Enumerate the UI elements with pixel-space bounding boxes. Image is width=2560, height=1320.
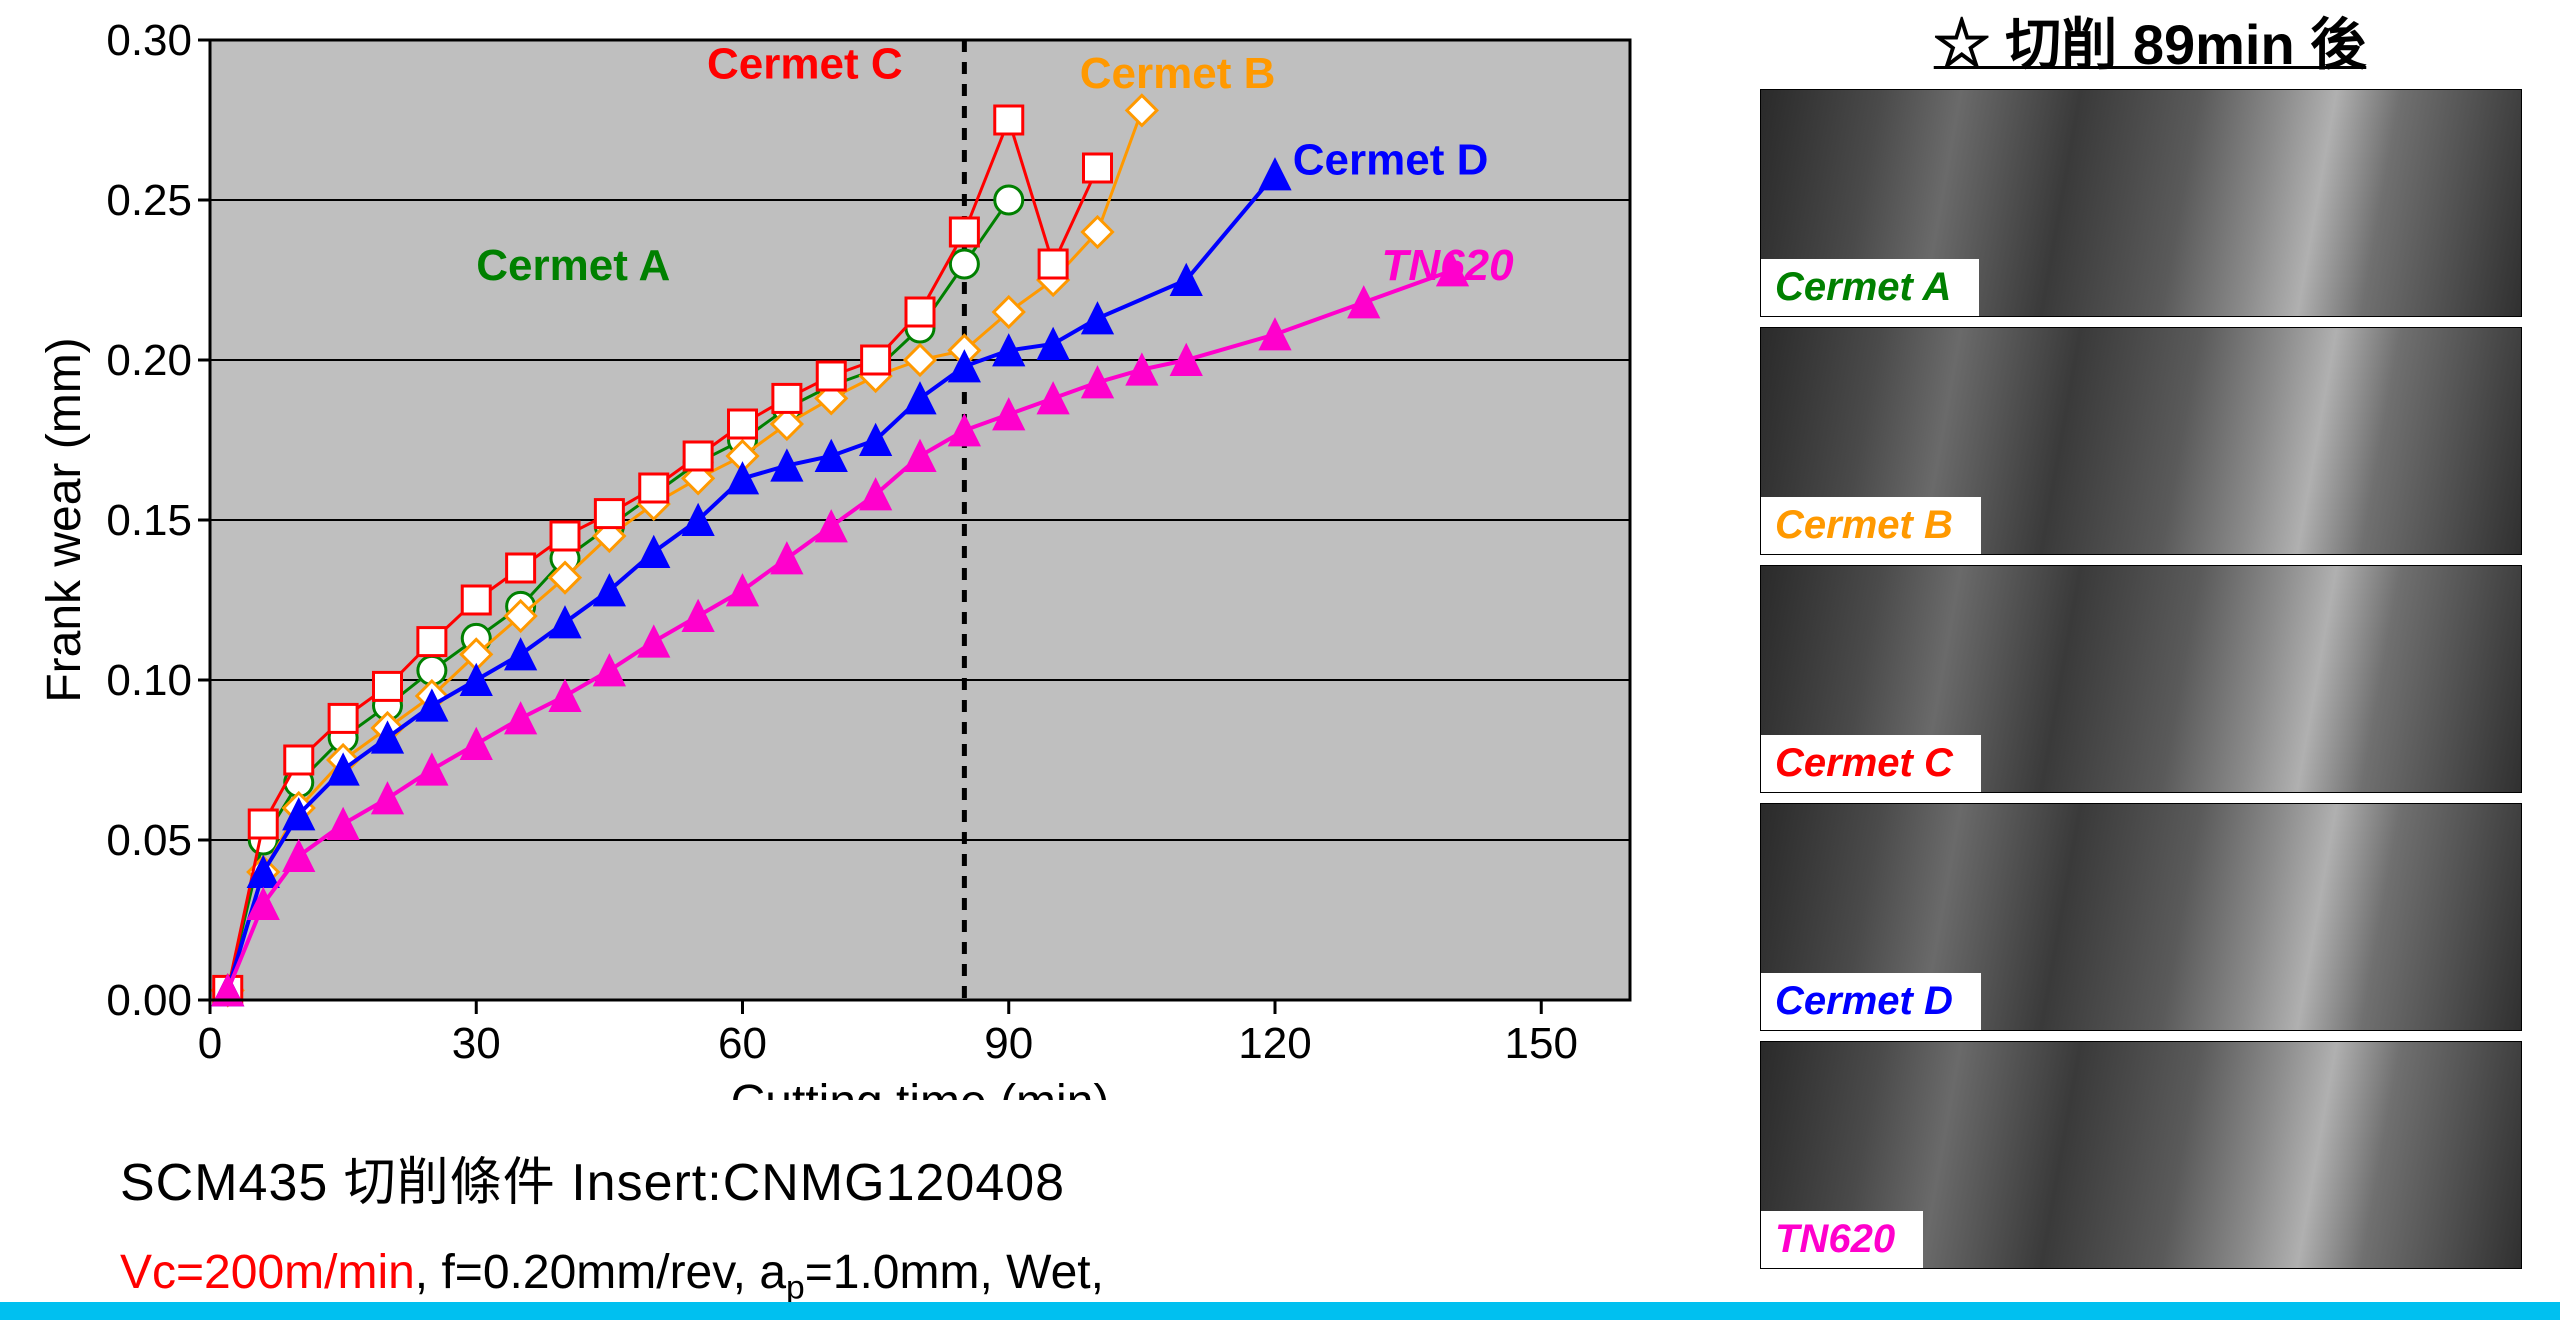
marker: [817, 362, 845, 390]
caption-fragment: =1.0mm, Wet,: [805, 1246, 1104, 1299]
wear-photo: Cermet C: [1760, 565, 2522, 793]
marker: [950, 250, 978, 278]
photo-panel-title: ☆ 切削 89min 後: [1760, 0, 2540, 81]
x-axis-label: Cutting time (min): [731, 1076, 1110, 1100]
marker: [862, 346, 890, 374]
marker: [773, 384, 801, 412]
marker: [285, 746, 313, 774]
y-tick-label: 0.20: [106, 336, 192, 385]
wear-photo-label: Cermet B: [1761, 497, 1981, 554]
marker: [595, 500, 623, 528]
caption-fragment: , f=0.20mm/rev, a: [415, 1246, 786, 1299]
wear-chart: 0.00 0.05 0.10 0.15 0.20 0.25 0.30 0 30 60 90 120 15…: [40, 20, 1680, 1105]
marker: [1039, 250, 1067, 278]
caption-fragment: Vc=200m/min: [120, 1246, 415, 1299]
x-tick-label: 30: [452, 1019, 501, 1068]
marker: [906, 298, 934, 326]
marker: [249, 810, 277, 838]
marker: [995, 106, 1023, 134]
x-tick-label: 0: [198, 1019, 222, 1068]
y-tick-label: 0.25: [106, 176, 192, 225]
photo-panel: ☆ 切削 89min 後 Cermet ACermet BCermet CCer…: [1760, 0, 2540, 1269]
marker: [1084, 154, 1112, 182]
caption-block: SCM435 切削條件 Insert:CNMG120408 Vc=200m/mi…: [120, 1140, 1104, 1308]
series-label: Cermet B: [1080, 49, 1276, 98]
marker: [462, 586, 490, 614]
y-axis-label: Frank wear (mm): [40, 337, 91, 702]
marker: [374, 672, 402, 700]
marker: [329, 704, 357, 732]
x-tick-label: 120: [1238, 1019, 1311, 1068]
photo-stack: Cermet A Cermet B Cermet C Cermet D TN620: [1760, 89, 2540, 1269]
y-tick-label: 0.10: [106, 656, 192, 705]
marker: [418, 628, 446, 656]
wear-photo: Cermet A: [1760, 89, 2522, 317]
wear-photo-label: Cermet C: [1761, 735, 1981, 792]
caption-line-1: SCM435 切削條件 Insert:CNMG120408: [120, 1140, 1104, 1215]
series-label: TN620: [1382, 241, 1515, 290]
series-label: Cermet D: [1293, 135, 1489, 184]
marker: [684, 442, 712, 470]
caption-line-2: Vc=200m/min, f=0.20mm/rev, ap=1.0mm, Wet…: [120, 1245, 1104, 1308]
y-tick-label: 0.05: [106, 816, 192, 865]
wear-photo-label: TN620: [1761, 1211, 1923, 1268]
footer-bar: [0, 1302, 2560, 1320]
series-label: Cermet A: [476, 241, 670, 290]
marker: [729, 410, 757, 438]
marker: [950, 218, 978, 246]
wear-photo-label: Cermet A: [1761, 259, 1979, 316]
marker: [507, 554, 535, 582]
y-tick-label: 0.15: [106, 496, 192, 545]
marker: [640, 474, 668, 502]
page: 0.00 0.05 0.10 0.15 0.20 0.25 0.30 0 30 60 90 120 15…: [0, 0, 2560, 1320]
wear-photo: Cermet B: [1760, 327, 2522, 555]
series-label: Cermet C: [707, 39, 903, 88]
wear-photo: Cermet D: [1760, 803, 2522, 1031]
chart-svg: 0.00 0.05 0.10 0.15 0.20 0.25 0.30 0 30 60 90 120 15…: [40, 20, 1680, 1100]
marker: [551, 522, 579, 550]
x-tick-label: 60: [718, 1019, 767, 1068]
y-tick-label: 0.30: [106, 20, 192, 65]
y-tick-label: 0.00: [106, 976, 192, 1025]
marker: [995, 186, 1023, 214]
wear-photo: TN620: [1760, 1041, 2522, 1269]
wear-photo-label: Cermet D: [1761, 973, 1981, 1030]
x-tick-label: 150: [1505, 1019, 1578, 1068]
x-tick-label: 90: [984, 1019, 1033, 1068]
